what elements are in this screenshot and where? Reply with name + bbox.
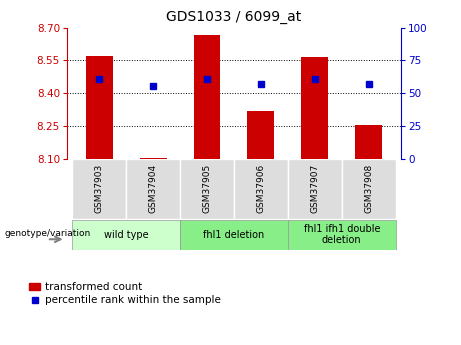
Bar bbox=[86, 56, 112, 159]
Text: wild type: wild type bbox=[104, 230, 148, 239]
Bar bbox=[301, 57, 328, 159]
FancyBboxPatch shape bbox=[126, 159, 180, 219]
FancyBboxPatch shape bbox=[72, 159, 126, 219]
Text: genotype/variation: genotype/variation bbox=[5, 228, 91, 238]
Text: fhl1 ifh1 double
deletion: fhl1 ifh1 double deletion bbox=[303, 224, 380, 245]
FancyBboxPatch shape bbox=[288, 220, 396, 249]
FancyBboxPatch shape bbox=[342, 159, 396, 219]
Text: GSM37905: GSM37905 bbox=[202, 164, 212, 213]
Bar bbox=[355, 125, 382, 159]
Text: GSM37903: GSM37903 bbox=[95, 164, 104, 213]
FancyBboxPatch shape bbox=[180, 220, 288, 249]
Legend: transformed count, percentile rank within the sample: transformed count, percentile rank withi… bbox=[28, 281, 222, 306]
Text: GSM37907: GSM37907 bbox=[310, 164, 319, 213]
Bar bbox=[194, 35, 220, 159]
Text: fhl1 deletion: fhl1 deletion bbox=[203, 230, 265, 239]
Text: GSM37908: GSM37908 bbox=[364, 164, 373, 213]
Bar bbox=[140, 158, 166, 159]
Title: GDS1033 / 6099_at: GDS1033 / 6099_at bbox=[166, 10, 301, 24]
Text: GSM37906: GSM37906 bbox=[256, 164, 266, 213]
FancyBboxPatch shape bbox=[288, 159, 342, 219]
FancyBboxPatch shape bbox=[180, 159, 234, 219]
FancyBboxPatch shape bbox=[234, 159, 288, 219]
FancyBboxPatch shape bbox=[72, 220, 180, 249]
Bar bbox=[248, 111, 274, 159]
Text: GSM37904: GSM37904 bbox=[148, 164, 158, 213]
